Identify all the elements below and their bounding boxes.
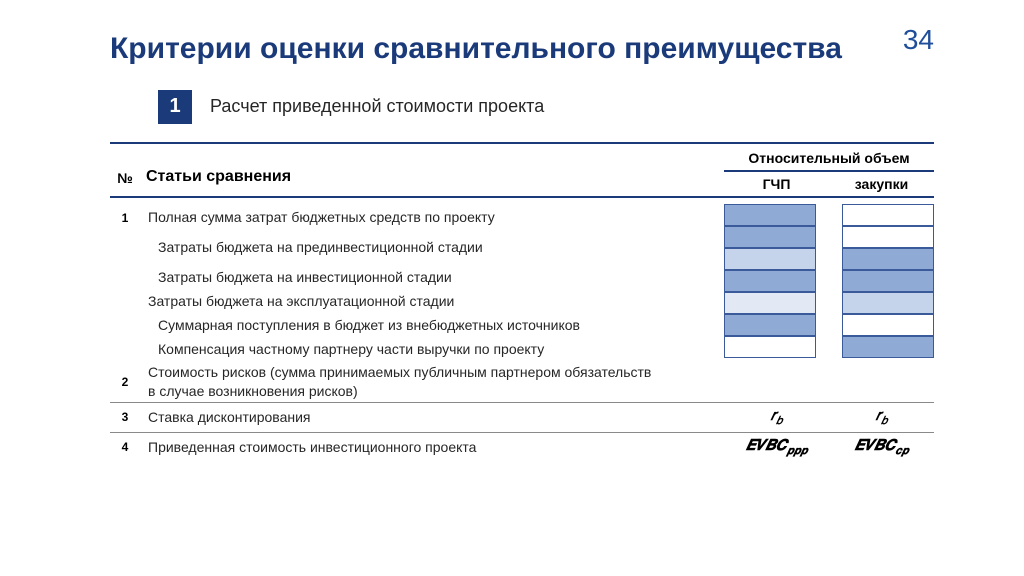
bar-cell-zakupki	[842, 336, 934, 358]
bars-row	[724, 270, 934, 292]
slide-title: Критерии оценки сравнительного преимущес…	[110, 30, 934, 68]
row-label: Стоимость рисков (сумма принимаемых публ…	[140, 363, 660, 401]
table-row: 4 Приведенная стоимость инвестиционного …	[110, 432, 934, 462]
formula-rb-right: 𝑟𝑏	[829, 407, 934, 428]
bars-row	[724, 314, 934, 336]
bar-cell-gchp	[724, 204, 816, 226]
table-header: № Статьи сравнения Относительный объем Г…	[110, 142, 934, 198]
bars-grid	[724, 204, 934, 358]
bars-row	[724, 226, 934, 248]
subtitle-row: 1 Расчет приведенной стоимости проекта	[158, 90, 934, 124]
row-num: 3	[110, 410, 140, 424]
bars-row	[724, 336, 934, 358]
bar-cell-gchp	[724, 292, 816, 314]
row-num: 1	[110, 211, 140, 225]
subtitle-badge: 1	[158, 90, 192, 124]
bar-cell-gchp	[724, 226, 816, 248]
row-label: Затраты бюджета на прединвестиционной ст…	[140, 238, 724, 257]
header-col-zakupki: закупки	[829, 172, 934, 196]
bar-cell-zakupki	[842, 292, 934, 314]
row-num: 4	[110, 440, 140, 454]
bar-cell-zakupki	[842, 204, 934, 226]
table-row: 2 Стоимость рисков (сумма принимаемых пу…	[110, 362, 934, 402]
row-label: Ставка дисконтирования	[140, 408, 724, 427]
bars-row	[724, 292, 934, 314]
formula-evbc-ppp: 𝑬𝑽𝑩𝑪𝒑𝒑𝒑	[724, 437, 829, 458]
header-right: Относительный объем ГЧП закупки	[724, 150, 934, 196]
bar-cell-zakupki	[842, 314, 934, 336]
table-row: 3 Ставка дисконтирования 𝑟𝑏 𝑟𝑏	[110, 402, 934, 432]
bar-cell-gchp	[724, 270, 816, 292]
header-relative-volume: Относительный объем	[724, 150, 934, 172]
bar-cell-gchp	[724, 336, 816, 358]
table-body: 1 Полная сумма затрат бюджетных средств …	[110, 198, 934, 462]
row-label: Затраты бюджета на инвестиционной стадии	[140, 268, 724, 287]
page-number: 34	[903, 24, 934, 56]
header-num: №	[110, 170, 140, 196]
bars-row	[724, 204, 934, 226]
row-num: 2	[110, 375, 140, 389]
comparison-table: № Статьи сравнения Относительный объем Г…	[110, 142, 934, 462]
row-label: Суммарная поступления в бюджет из внебюд…	[140, 316, 724, 335]
bar-cell-gchp	[724, 314, 816, 336]
subtitle-text: Расчет приведенной стоимости проекта	[210, 96, 544, 117]
header-articles: Статьи сравнения	[140, 168, 724, 196]
row-label: Полная сумма затрат бюджетных средств по…	[140, 208, 724, 227]
bar-cell-gchp	[724, 248, 816, 270]
formula-evbc-cp: 𝑬𝑽𝑩𝑪𝒄𝒑	[829, 437, 934, 458]
row-label: Компенсация частному партнеру части выру…	[140, 340, 724, 359]
bar-cell-zakupki	[842, 248, 934, 270]
bars-row	[724, 248, 934, 270]
bar-cell-zakupki	[842, 270, 934, 292]
row-label: Затраты бюджета на эксплуатационной стад…	[140, 292, 724, 311]
bar-cell-zakupki	[842, 226, 934, 248]
formula-rb-left: 𝑟𝑏	[724, 407, 829, 428]
header-col-gchp: ГЧП	[724, 172, 829, 196]
row-label: Приведенная стоимость инвестиционного пр…	[140, 438, 724, 457]
